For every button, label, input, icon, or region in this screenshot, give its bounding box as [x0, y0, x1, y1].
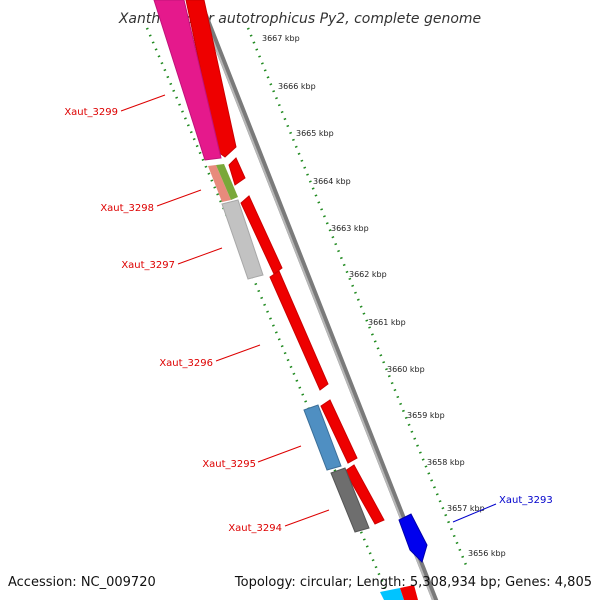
kbp-tick-label: 3658 kbp [427, 458, 465, 467]
accession-text: Accession: NC_009720 [8, 575, 156, 590]
gene-labels: Xaut_3299 Xaut_3298 Xaut_3297 Xaut_3296 … [64, 94, 553, 534]
gene-arrow[interactable] [228, 157, 246, 186]
gene-label-xaut-3299[interactable]: Xaut_3299 [64, 107, 118, 118]
gene-label-xaut-3298[interactable]: Xaut_3298 [100, 203, 154, 214]
kbp-tick-label: 3659 kbp [407, 411, 445, 420]
kbp-tick-label: 3665 kbp [296, 129, 334, 138]
outer-genes [380, 513, 428, 600]
kbp-tick-label: 3662 kbp [349, 270, 387, 279]
olive-gene[interactable] [216, 164, 238, 200]
darkgrey-gene[interactable] [330, 467, 370, 533]
genome-backbone [195, 0, 439, 600]
kbp-ticks: 3667 kbp 3666 kbp 3665 kbp 3664 kbp 3663… [262, 34, 506, 558]
kbp-tick-label: 3660 kbp [387, 365, 425, 374]
salmon-gene[interactable] [208, 165, 231, 202]
gene-label-xaut-3295[interactable]: Xaut_3295 [202, 459, 256, 470]
cyan-gene-stub[interactable] [380, 588, 404, 600]
kbp-tick-label: 3663 kbp [331, 224, 369, 233]
gene-label-xaut-3297[interactable]: Xaut_3297 [121, 260, 175, 271]
steelblue-gene[interactable] [303, 404, 342, 471]
grey-gene[interactable] [221, 199, 264, 280]
inner-genes [153, 0, 370, 533]
red-gene-stub[interactable] [400, 585, 418, 600]
gene-arrow[interactable] [320, 399, 358, 464]
kbp-tick-label: 3656 kbp [468, 549, 506, 558]
gene-arrow[interactable] [269, 270, 329, 391]
kbp-tick-label: 3657 kbp [447, 504, 485, 513]
kbp-tick-label: 3667 kbp [262, 34, 300, 43]
gene-label-xaut-3296[interactable]: Xaut_3296 [159, 358, 213, 369]
kbp-tick-label: 3666 kbp [278, 82, 316, 91]
gene-arrow[interactable] [344, 464, 385, 525]
genome-summary-text: Topology: circular; Length: 5,308,934 bp… [234, 575, 592, 590]
gene-arrow[interactable] [240, 195, 283, 275]
kbp-tick-label: 3664 kbp [313, 177, 351, 186]
forward-genes [185, 0, 385, 525]
kbp-tick-label: 3661 kbp [368, 318, 406, 327]
gene-label-xaut-3293[interactable]: Xaut_3293 [499, 495, 553, 506]
blue-gene[interactable] [398, 513, 428, 563]
magenta-gene[interactable] [153, 0, 222, 161]
gene-label-xaut-3294[interactable]: Xaut_3294 [228, 523, 282, 534]
